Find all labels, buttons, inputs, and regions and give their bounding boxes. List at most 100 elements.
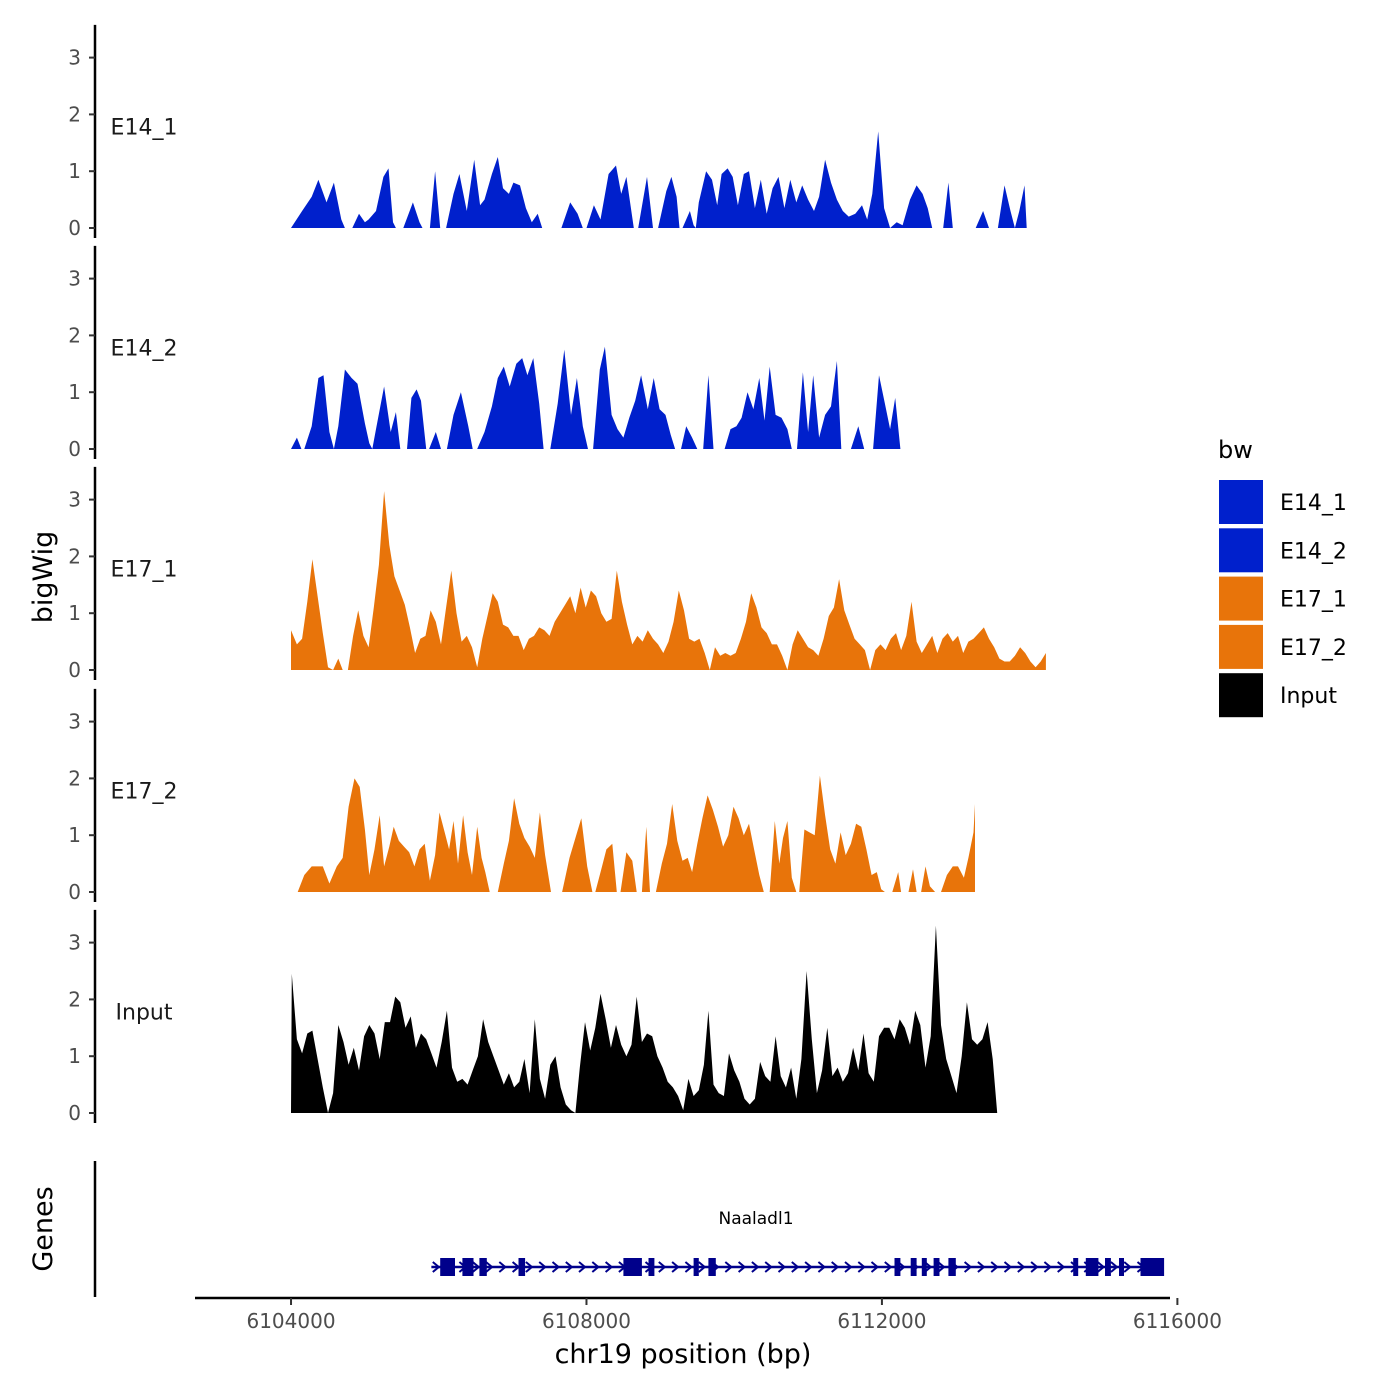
strand-arrow	[551, 1261, 561, 1273]
strand-arrow	[737, 1261, 747, 1273]
strand-arrow	[857, 1261, 866, 1273]
legend-key-E17_2	[1219, 624, 1263, 669]
exon	[518, 1258, 526, 1276]
y-tick-label: 0	[68, 880, 81, 904]
strand-arrow	[525, 1261, 534, 1273]
exon	[1085, 1258, 1099, 1276]
strand-arrow	[1096, 1261, 1106, 1273]
exon	[623, 1258, 642, 1276]
legend-key-E14_2	[1219, 528, 1263, 573]
genes-panel: Naaladl1	[93, 1161, 1165, 1297]
track-label-E17_2: E17_2	[111, 779, 178, 804]
x-tick-label: 6104000	[246, 1309, 335, 1333]
exon	[440, 1258, 455, 1276]
y-tick-label: 3	[68, 46, 81, 70]
track-E14_2: 0 1 2 3 E14_2	[68, 245, 901, 461]
y-tick-label: 2	[68, 323, 81, 347]
strand-arrow	[1043, 1261, 1052, 1273]
genes-axis-title: Genes	[28, 1186, 59, 1271]
exon	[948, 1258, 956, 1276]
strand-arrow	[764, 1261, 773, 1273]
gene-label: Naaladl1	[718, 1209, 793, 1229]
y-tick-label: 2	[68, 766, 81, 790]
y-tick-label: 2	[68, 544, 81, 568]
y-axis-title: bigWig	[28, 531, 59, 624]
track-label-Input: Input	[116, 1000, 173, 1025]
strand-arrow	[844, 1261, 853, 1273]
exon	[1073, 1258, 1079, 1276]
track-E14_1: 0 1 2 3 E14_1	[68, 24, 1027, 240]
y-tick-label: 2	[68, 102, 81, 126]
strand-arrow	[658, 1261, 667, 1273]
track-E17_1: 0 1 2 3 E17_1	[68, 466, 1046, 682]
strand-arrow	[1057, 1261, 1066, 1273]
strand-arrow	[698, 1261, 707, 1273]
exon	[462, 1258, 474, 1276]
strand-arrow	[1110, 1261, 1119, 1273]
y-tick-label: 0	[68, 437, 81, 461]
strand-arrow	[990, 1261, 999, 1273]
strand-arrow	[977, 1261, 986, 1273]
x-axis: 6104000 6108000 6112000 6116000	[195, 1296, 1222, 1333]
strand-arrow	[1017, 1261, 1026, 1273]
track-label-E14_1: E14_1	[111, 115, 178, 140]
y-tick-label: 0	[68, 216, 81, 240]
exon	[708, 1258, 716, 1276]
y-tick-label: 3	[68, 931, 81, 955]
legend-label-Input: Input	[1280, 684, 1337, 709]
strand-arrow	[777, 1261, 787, 1273]
x-tick-label: 6112000	[837, 1309, 926, 1333]
tracks-layer: 0 1 2 3 E14_1 0 1 2 3 E14_2 0 1 2 3 E17_1 0 1 2 3 E17_2 0 1 2 3…	[68, 24, 1046, 1125]
strand-arrow	[604, 1261, 614, 1273]
track-E17_2: 0 1 2 3 E17_2	[68, 688, 975, 904]
legend-title: bw	[1218, 436, 1253, 464]
track-Input: 0 1 2 3 Input	[68, 909, 998, 1125]
signal-area-Input	[291, 925, 998, 1113]
legend-key-E17_1	[1219, 576, 1263, 621]
signal-area-E17_2	[291, 775, 975, 892]
strand-arrow	[804, 1261, 813, 1273]
y-tick-label: 1	[68, 601, 81, 625]
exon	[1119, 1258, 1124, 1276]
legend: bw E14_1 E14_2 E17_1 E17_2 Input	[1218, 436, 1347, 718]
legend-key-Input	[1219, 673, 1263, 718]
strand-arrow	[538, 1261, 547, 1273]
strand-arrow	[724, 1261, 733, 1273]
strand-arrow	[432, 1261, 441, 1273]
strand-arrow	[1030, 1261, 1039, 1273]
strand-arrow	[498, 1261, 507, 1273]
signal-area-E14_2	[291, 346, 901, 449]
y-tick-label: 3	[68, 267, 81, 291]
y-tick-label: 1	[68, 1044, 81, 1068]
strand-arrow	[565, 1261, 574, 1273]
strand-arrow	[671, 1261, 680, 1273]
y-tick-label: 1	[68, 159, 81, 183]
exon	[648, 1258, 655, 1276]
strand-arrow	[578, 1261, 587, 1273]
legend-label-E17_2: E17_2	[1280, 636, 1347, 661]
strand-arrow	[884, 1261, 893, 1273]
strand-arrow	[591, 1261, 600, 1273]
legend-label-E17_1: E17_1	[1280, 588, 1347, 613]
y-tick-label: 1	[68, 380, 81, 404]
exon	[921, 1258, 927, 1276]
exon	[479, 1258, 487, 1276]
strand-arrow	[963, 1261, 973, 1273]
track-label-E17_1: E17_1	[111, 557, 178, 582]
x-tick-label: 6108000	[542, 1309, 631, 1333]
exon	[1140, 1258, 1165, 1276]
strand-arrow	[791, 1261, 800, 1273]
y-tick-label: 3	[68, 710, 81, 734]
strand-arrow	[1123, 1261, 1132, 1273]
y-tick-label: 2	[68, 987, 81, 1011]
signal-area-E14_1	[291, 131, 1027, 228]
exon	[693, 1258, 699, 1276]
strand-arrow	[831, 1261, 840, 1273]
strand-arrow	[485, 1261, 494, 1273]
legend-label-E14_1: E14_1	[1280, 491, 1347, 516]
signal-area-E17_1	[291, 491, 1046, 670]
x-axis-title: chr19 position (bp)	[555, 1339, 812, 1370]
exon	[910, 1258, 917, 1276]
exon	[894, 1258, 901, 1276]
